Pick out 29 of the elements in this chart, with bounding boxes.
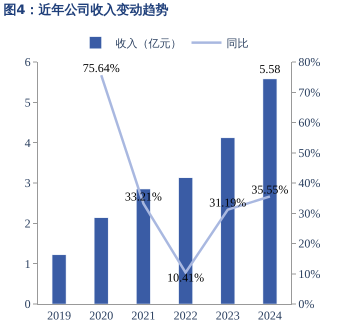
y-tick-label: 4 [24,136,31,150]
y2-tick-label: 80% [298,55,320,70]
x-tick-label: 2020 [89,308,114,322]
x-tick-label: 2022 [174,308,198,322]
chart-title: 图4：近年公司收入变动趋势 [3,2,168,18]
data-label: 5.58 [259,62,280,76]
y2-tick-label: 10% [298,266,320,281]
y2-tick-label: 20% [298,236,320,251]
x-tick-label: 2023 [216,308,240,322]
y2-tick-label: 50% [298,146,320,160]
y2-tick-label: 70% [298,85,320,100]
bar [94,217,108,304]
y-tick-label: 1 [24,256,31,271]
y2-tick-label: 60% [298,116,320,130]
bar [52,254,66,304]
y2-tick-label: 40% [298,176,320,190]
y2-tick-label: 0% [298,297,314,312]
x-tick-label: 2019 [47,308,72,322]
y2-tick-label: 30% [298,206,320,220]
y-tick-label: 6 [24,55,31,70]
legend-label: 同比 [226,36,248,50]
y-tick-label: 2 [24,216,31,231]
legend-label: 收入（亿元） [116,36,182,50]
y-tick-label: 0 [24,297,31,312]
x-tick-label: 2024 [258,308,282,322]
y-tick-label: 5 [24,96,31,110]
x-tick-label: 2021 [131,308,156,322]
y-tick-label: 3 [24,176,31,190]
data-label: 75.64% [82,61,120,76]
